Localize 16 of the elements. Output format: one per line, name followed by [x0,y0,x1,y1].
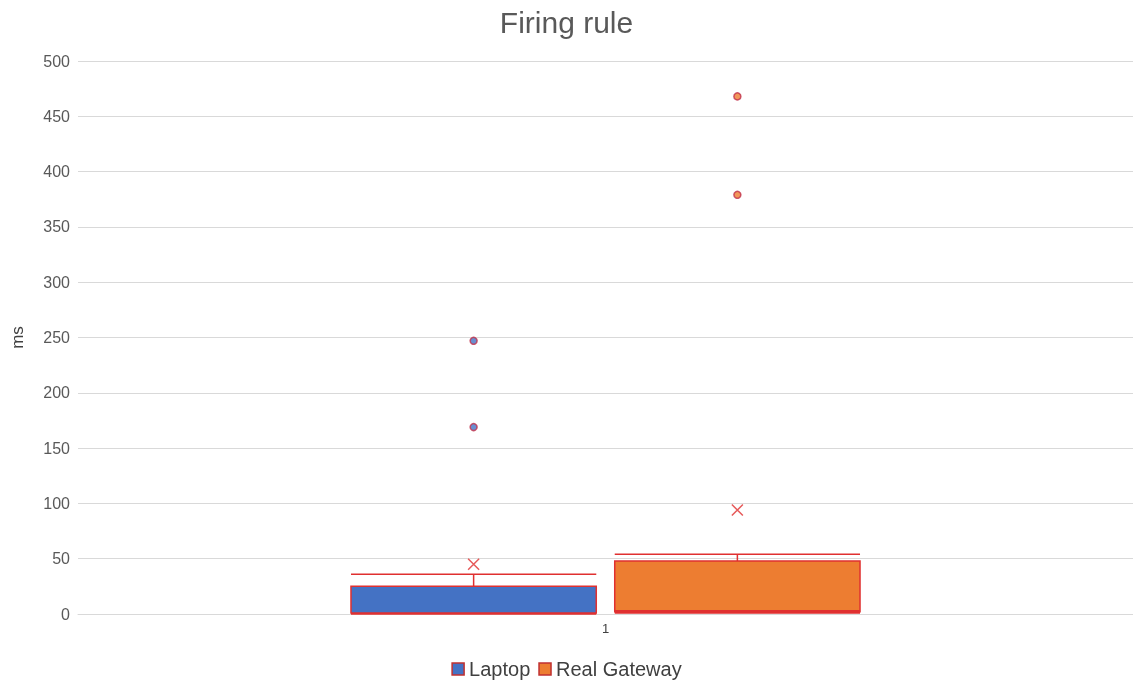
y-tick-label: 150 [43,439,71,457]
x-tick-label: 1 [601,621,610,636]
y-tick-label: 400 [43,163,71,181]
y-tick-label: 250 [43,329,71,346]
y-tick-label: 500 [43,52,71,70]
y-tick-label: 350 [43,218,71,236]
y-tick-label: 100 [43,494,71,512]
y-tick-label: 450 [43,107,71,125]
y-tick-label: 200 [43,384,71,402]
legend-label: Laptop [469,658,531,680]
y-axis-title: ms [8,326,27,349]
chart-title: Firing rule [499,5,634,39]
legend-label: Real Gateway [556,658,682,680]
y-tick-label: 50 [52,550,71,568]
y-tick-label: 300 [43,273,71,291]
y-tick-label: 0 [61,605,71,623]
